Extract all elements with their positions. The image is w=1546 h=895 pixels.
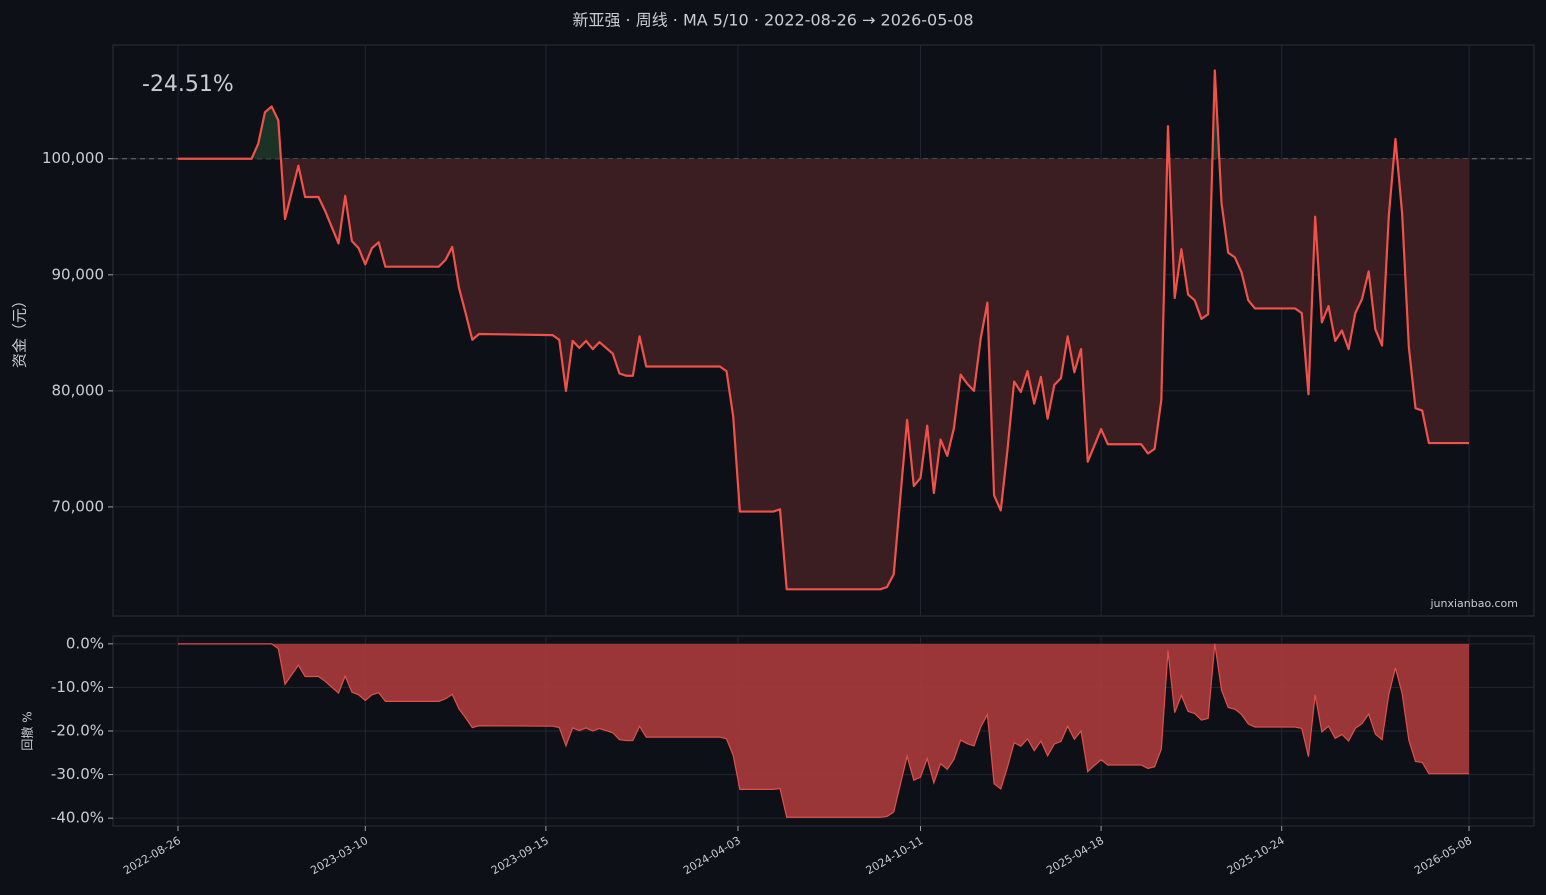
equity-line xyxy=(177,69,1470,591)
area-below xyxy=(177,158,1470,590)
y-tick-label: 0.0% xyxy=(66,634,104,652)
drawdown-line xyxy=(177,643,1470,818)
y-tick-label: 90,000 xyxy=(52,265,105,283)
y-axis-label: 回撤 % xyxy=(20,711,35,750)
chart-title: 新亚强 · 周线 · MA 5/10 · 2022-08-26 → 2026-0… xyxy=(572,11,973,30)
x-tick-label: 2023-03-10 xyxy=(308,834,370,877)
x-tick-label: 2024-10-11 xyxy=(864,834,926,877)
y-tick-label: 80,000 xyxy=(52,381,105,399)
x-tick-label: 2025-04-18 xyxy=(1044,834,1106,877)
return-annotation: -24.51% xyxy=(142,72,234,97)
y-tick-label: -30.0% xyxy=(51,765,104,783)
y-tick-label: 100,000 xyxy=(42,149,104,167)
drawdown-area xyxy=(177,643,1470,818)
y-axis-label: 资金（元） xyxy=(11,293,29,368)
x-tick-label: 2024-04-03 xyxy=(681,834,743,877)
watermark: junxianbao.com xyxy=(1429,597,1518,610)
x-tick-label: 2026-05-08 xyxy=(1412,834,1474,877)
x-tick-label: 2023-09-15 xyxy=(489,834,551,877)
y-tick-label: -10.0% xyxy=(51,678,104,696)
y-tick-label: -40.0% xyxy=(51,809,104,827)
y-tick-label: 70,000 xyxy=(52,497,105,515)
x-tick-label: 2025-10-24 xyxy=(1225,834,1287,877)
x-tick-label: 2022-08-26 xyxy=(121,834,183,877)
y-tick-label: -20.0% xyxy=(51,722,104,740)
